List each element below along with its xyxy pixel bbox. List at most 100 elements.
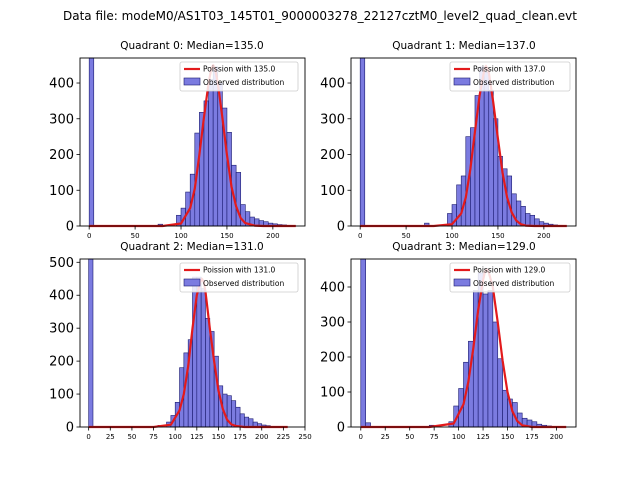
axes-frame	[79, 57, 306, 227]
x-tick-label: 150	[501, 433, 514, 441]
y-tick-label: 300	[320, 112, 345, 127]
legend-bars-label-3: Observed distribution	[473, 279, 554, 288]
x-tick-label: 100	[174, 232, 187, 240]
x-tick-label: 100	[452, 433, 465, 441]
legend-bar-swatch-1	[453, 77, 471, 86]
x-tick-label: 175	[525, 433, 538, 441]
histogram-bar	[239, 413, 245, 428]
y-tick-label: 200	[49, 148, 74, 163]
y-tick-label: 200	[320, 351, 345, 366]
y-tick-label: 100	[49, 388, 74, 403]
poisson-curve-3	[360, 268, 567, 429]
histogram-bar	[482, 293, 489, 428]
x-tick-label: 125	[476, 433, 489, 441]
y-tick-label: 0	[66, 220, 74, 235]
histogram-bar	[456, 184, 462, 227]
x-tick-label: 25	[381, 433, 390, 441]
y-tick-label: 0	[337, 421, 345, 436]
histogram-bar	[200, 288, 206, 428]
histogram-bar	[244, 416, 250, 428]
x-tick-label: 25	[106, 433, 115, 441]
axes-0	[79, 57, 306, 227]
x-tick-label: 50	[131, 232, 140, 240]
axes-2	[79, 258, 306, 428]
y-tick-label: 400	[49, 77, 74, 92]
histogram-bar	[235, 406, 241, 428]
x-tick-label: 100	[445, 232, 458, 240]
y-tick-label: 200	[49, 355, 74, 370]
histogram-bar	[502, 389, 508, 428]
legend-1: Poission with 137.0 Observed distributio…	[449, 61, 571, 92]
legend-bars-label-0: Observed distribution	[203, 78, 284, 87]
y-tick-label: 400	[320, 281, 345, 296]
legend-bar-swatch-2	[183, 278, 201, 287]
legend-line-value-0: 135.0	[254, 65, 276, 74]
x-tick-label: 125	[190, 433, 203, 441]
svg-text:Poission with 135.0: Poission with 135.0	[203, 65, 276, 74]
histogram-bar	[208, 79, 214, 227]
svg-text:Poission with 131.0: Poission with 131.0	[203, 266, 276, 275]
legend-box-3	[449, 262, 571, 293]
x-tick-label: 0	[87, 232, 91, 240]
svg-text:Poission with 137.0: Poission with 137.0	[473, 65, 546, 74]
legend-box-2	[179, 262, 299, 293]
x-tick-label: 200	[266, 232, 279, 240]
histogram-bar	[497, 358, 503, 428]
panel-quadrant-0: Quadrant 0: Median=135.0 0 100 200 300 400 0 5…	[49, 40, 306, 240]
histogram-bar	[88, 57, 95, 227]
legend-line-prefix-1: Poission with	[473, 65, 524, 74]
x-tick-label: 50	[127, 433, 136, 441]
ticks-0: 0 100 200 300 400 0 50 100 150 200	[49, 77, 279, 240]
y-tick-label: 100	[49, 184, 74, 199]
legend-bar-swatch-3	[453, 278, 471, 287]
x-tick-label: 175	[233, 433, 246, 441]
legend-bar-swatch-0	[183, 77, 201, 86]
histogram-bar	[248, 418, 254, 428]
legend-line-prefix-3: Poission with	[473, 266, 524, 275]
x-tick-label: 200	[255, 433, 268, 441]
panel-title-3: Quadrant 3: Median=129.0	[392, 241, 535, 253]
figure-title: Data file: modeM0/AS1T03_145T01_90000032…	[63, 9, 577, 23]
y-tick-label: 400	[320, 77, 345, 92]
y-tick-label: 300	[49, 112, 74, 127]
axes-1	[350, 57, 577, 227]
y-tick-label: 100	[320, 386, 345, 401]
legend-bars-label-2: Observed distribution	[203, 279, 284, 288]
legend-box-1	[449, 61, 571, 92]
x-tick-label: 50	[405, 433, 414, 441]
x-tick-label: 0	[86, 433, 90, 441]
legend-2: Poission with 131.0 Observed distributio…	[179, 262, 299, 293]
y-tick-label: 300	[320, 316, 345, 331]
legend-line-value-1: 137.0	[524, 65, 546, 74]
axes-frame	[350, 57, 577, 227]
legend-box-0	[179, 61, 299, 92]
x-tick-label: 75	[430, 433, 439, 441]
histogram-bar	[196, 276, 202, 428]
legend-3: Poission with 129.0 Observed distributio…	[449, 262, 571, 293]
histogram-bar	[529, 214, 535, 227]
histogram-bar	[360, 258, 366, 428]
poisson-line	[360, 268, 567, 429]
y-tick-label: 100	[320, 184, 345, 199]
panel-quadrant-1: Quadrant 1: Median=137.0 0 100 200 300 400 0 5…	[320, 40, 577, 240]
legend-line-prefix-2: Poission with	[203, 266, 254, 275]
x-tick-label: 150	[212, 433, 225, 441]
ticks-1: 0 100 200 300 400 0 50 100 150 200	[320, 77, 550, 240]
histogram-bar	[487, 290, 494, 428]
x-tick-label: 200	[537, 232, 550, 240]
x-tick-label: 50	[402, 232, 411, 240]
legend-line-value-2: 131.0	[254, 266, 276, 275]
x-tick-label: 250	[298, 433, 311, 441]
bars-1	[359, 57, 563, 227]
x-tick-label: 150	[491, 232, 504, 240]
ticks-2: 0 100 200 300 400 500 0 25 50 75 100 125 150 175 200 22…	[49, 256, 312, 441]
x-tick-label: 100	[169, 433, 182, 441]
histogram-bar	[520, 206, 526, 227]
histogram-bar	[525, 213, 531, 227]
bars-3	[360, 258, 557, 428]
histogram-bar	[231, 400, 237, 428]
axes-3	[350, 258, 577, 428]
histogram-bar	[492, 321, 499, 428]
y-tick-label: 500	[49, 256, 74, 271]
